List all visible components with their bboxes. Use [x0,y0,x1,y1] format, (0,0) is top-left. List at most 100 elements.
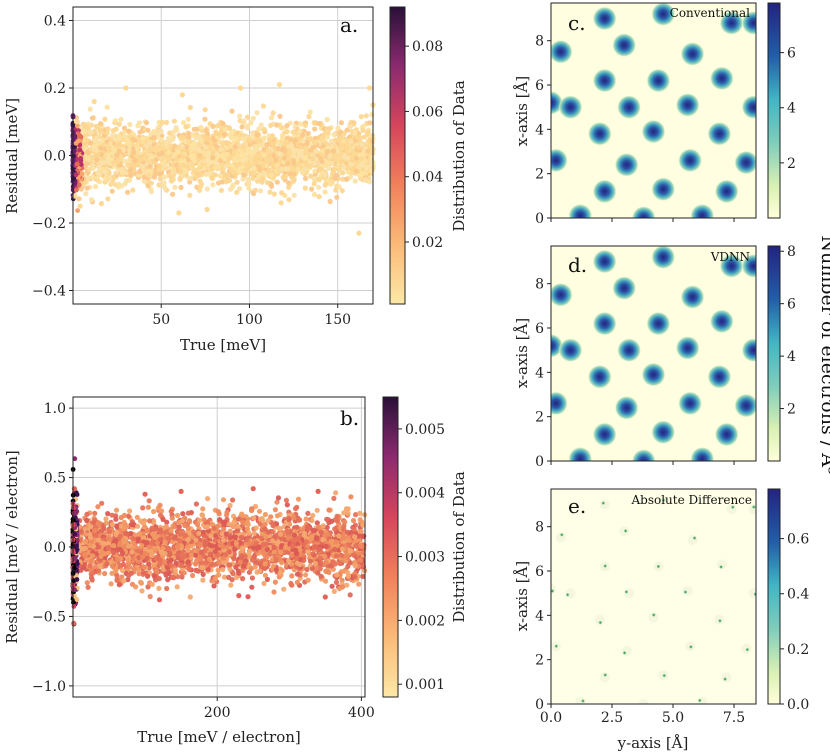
scatter-point [87,563,93,569]
scatter-point [286,558,292,564]
scatter-point [116,181,122,187]
scatter-point [156,585,162,592]
scatter-point [334,194,340,200]
scatter-point [162,174,168,180]
scatter-point [234,189,240,195]
panel-a-ticks: 50 100 150−0.4−0.20.00.20.4 [32,14,351,329]
scatter-point [357,517,363,523]
scatter-point [89,174,96,180]
scatter-point [333,137,339,143]
scatter-point [151,174,158,180]
scatter-point [253,540,259,546]
scatter-point [205,162,211,168]
scatter-point [369,159,375,165]
scatter-point [221,574,228,580]
scatter-point [97,172,103,178]
scatter-point [85,150,91,156]
scatter-point [189,155,195,161]
scatter-point [326,126,332,132]
scatter-point [202,144,208,150]
scatter-point [227,186,234,192]
scatter-point [202,107,208,113]
scatter-point [208,146,214,152]
scatter-point [116,133,122,140]
scatter-point [140,136,146,142]
scatter-point [289,561,295,567]
scatter-point [153,157,159,163]
scatter-point [357,510,363,516]
scatter-point [185,510,191,516]
scatter-point [185,116,191,122]
scatter-point [311,120,317,126]
scatter-point [78,156,84,161]
scatter-point [316,194,322,200]
scatter-point [170,129,177,135]
scatter-point [134,153,140,159]
scatter-point [284,166,291,172]
scatter-point [98,152,104,158]
outlier-point [366,85,373,91]
scatter-point [82,526,88,532]
scatter-point [113,507,120,513]
scatter-point [109,145,116,151]
scatter-point [272,579,278,585]
scatter-point [221,526,227,532]
scatter-point [105,126,111,132]
scatter-point [177,176,183,182]
scatter-point [88,129,94,135]
scatter-point [125,189,131,195]
scatter-point [92,564,99,570]
scatter-point [318,166,324,172]
scatter-point [265,157,271,164]
scatter-point [280,136,286,142]
scatter-point [113,523,120,529]
scatter-point [255,159,261,165]
scatter-point [302,122,308,128]
scatter-point [257,568,263,574]
scatter-point [190,132,196,138]
scatter-point [262,565,268,571]
scatter-point [158,137,164,143]
scatter-point [111,174,117,180]
scatter-point [114,572,120,579]
scatter-point [232,156,238,162]
scatter-point [231,170,237,176]
scatter-point [87,140,93,146]
scatter-point [367,120,373,126]
scatter-point [148,180,154,186]
scatter-point [326,507,332,513]
scatter-point [84,123,90,130]
scatter-point [268,122,274,128]
scatter-point [303,145,309,151]
scatter-point [311,181,317,187]
scatter-point [327,181,334,187]
scatter-point [104,130,110,136]
scatter-point [268,182,274,188]
scatter-point [228,582,234,588]
scatter-point [350,148,356,154]
scatter-point [163,119,170,125]
scatter-point [126,147,133,153]
scatter-point [338,145,345,151]
scatter-point [270,522,276,529]
scatter-point [200,529,206,535]
scatter-point [306,113,312,120]
scatter-point [310,512,316,519]
scatter-point [121,512,128,519]
scatter-point [79,171,85,177]
scatter-point [182,169,188,175]
scatter-point [314,535,320,541]
scatter-point [136,120,143,126]
scatter-point [254,178,261,184]
scatter-point [313,149,319,155]
scatter-point [312,126,318,132]
scatter-point [264,576,270,583]
scatter-point [212,138,218,144]
scatter-point [210,155,216,161]
scatter-point [131,536,137,542]
scatter-point [273,157,279,163]
scatter-point [167,142,174,148]
panel-a-colorbar [389,6,406,305]
scatter-point [227,502,233,509]
scatter-point [135,567,142,573]
